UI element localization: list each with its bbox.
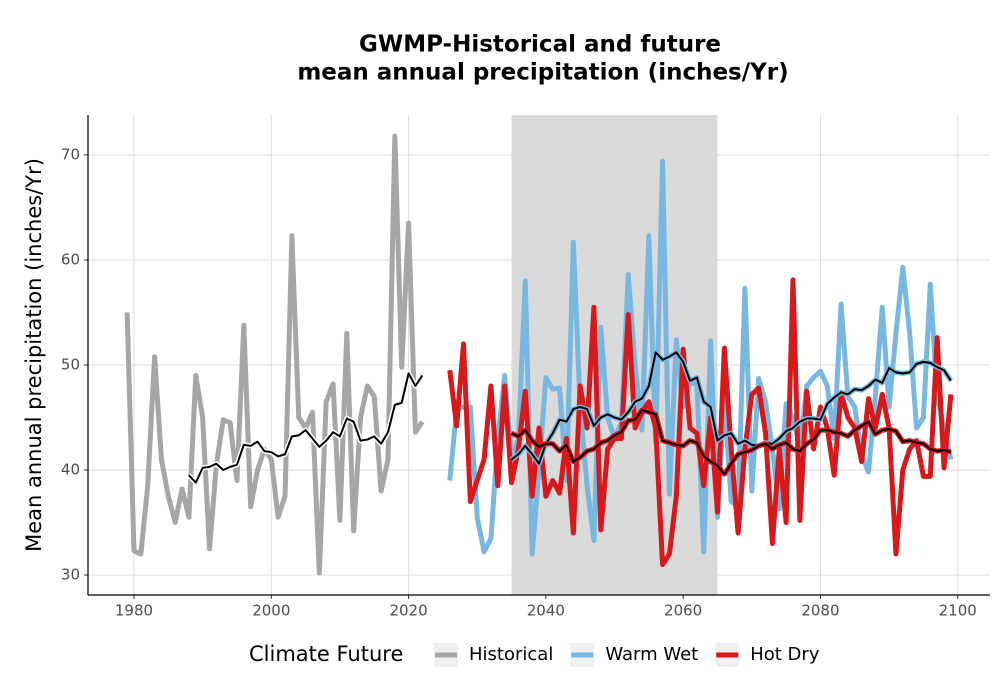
chart-title: mean annual precipitation (inches/Yr) (297, 60, 788, 86)
smooth-line (188, 372, 424, 484)
y-tick-label: 70 (61, 145, 80, 163)
shaded-region (511, 115, 718, 595)
legend-label: Warm Wet (605, 644, 698, 665)
y-tick-label: 40 (61, 461, 80, 479)
y-tick-label: 30 (61, 566, 80, 584)
y-axis-label: Mean annual precipitation (inches/Yr) (22, 158, 46, 552)
x-tick-label: 2080 (801, 602, 839, 620)
x-tick-label: 2020 (389, 602, 427, 620)
series-line (124, 133, 425, 576)
y-tick-label: 60 (61, 250, 80, 268)
chart-title: GWMP-Historical and future (359, 32, 721, 58)
smooth-line (511, 409, 952, 476)
legend-label: Historical (469, 644, 553, 665)
series-line (447, 277, 954, 568)
x-tick-label: 2040 (527, 602, 565, 620)
x-tick-label: 2060 (664, 602, 702, 620)
legend-title: Climate Future (249, 642, 403, 666)
x-tick-label: 2100 (939, 602, 977, 620)
x-tick-label: 2000 (252, 602, 290, 620)
y-tick-label: 50 (61, 355, 80, 373)
legend-label: Hot Dry (750, 644, 820, 665)
x-tick-label: 1980 (115, 602, 153, 620)
smooth-line (510, 351, 952, 465)
